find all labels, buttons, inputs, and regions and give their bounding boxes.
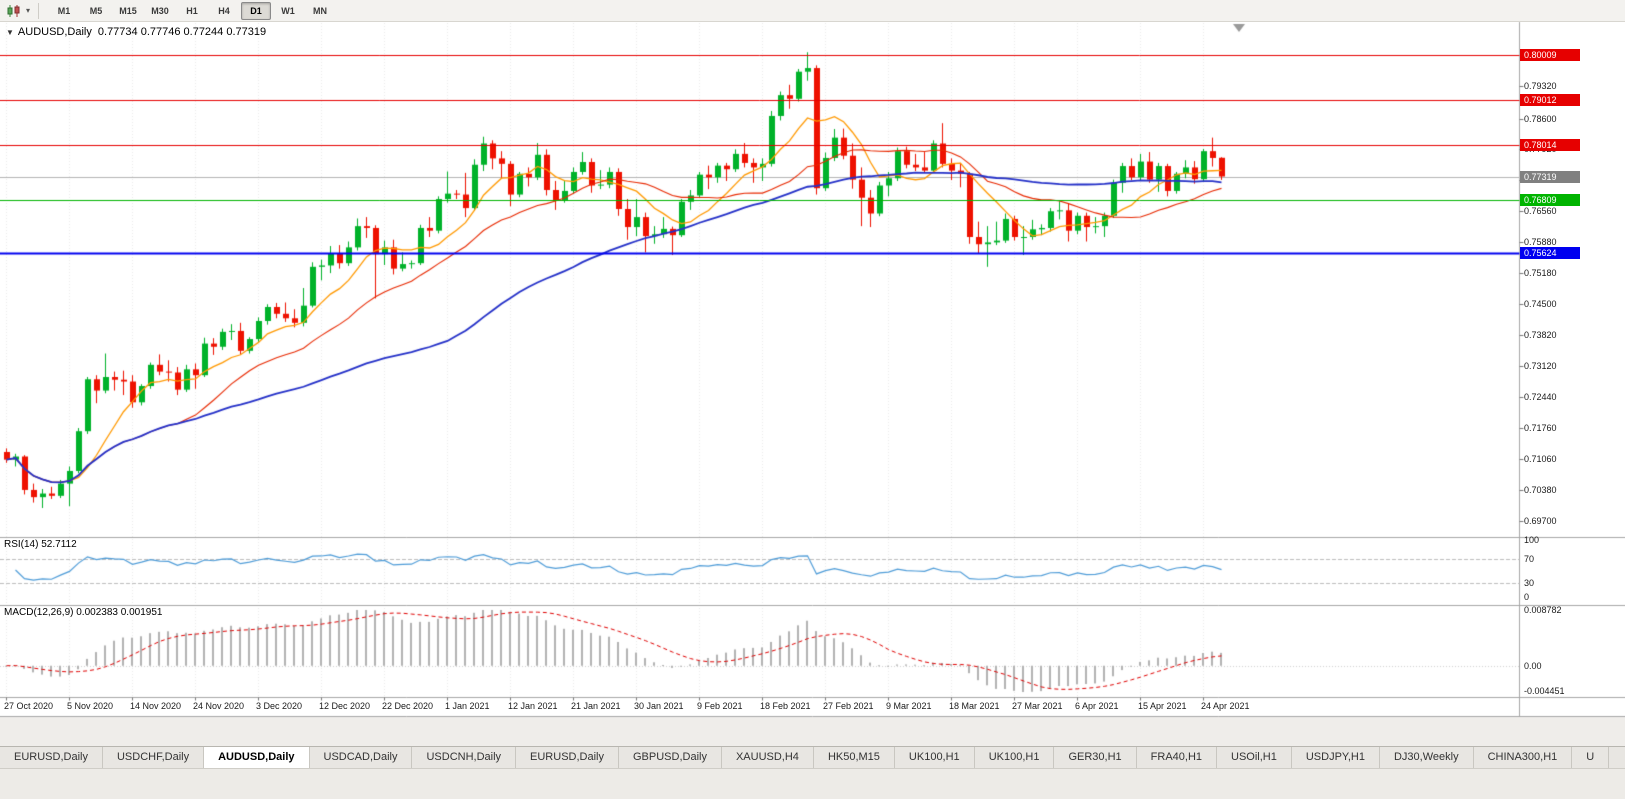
timeframe-button-h1[interactable]: H1	[186, 5, 198, 16]
chart-tab-usdcad-daily[interactable]: USDCAD,Daily	[309, 747, 413, 768]
rsi-title: RSI(14)	[4, 539, 39, 550]
toolbar-separator	[38, 2, 40, 19]
chart-tab-eurusd-daily[interactable]: EURUSD,Daily	[0, 747, 103, 768]
chart-tab-audusd-daily[interactable]: AUDUSD,Daily	[204, 747, 310, 768]
candlestick-chart-icon[interactable]	[4, 2, 23, 20]
chart-tab-china300-h1[interactable]: CHINA300,H1	[1473, 747, 1573, 768]
timeframe-button-mn[interactable]: MN	[313, 5, 328, 16]
price-chart-canvas[interactable]	[0, 0, 1625, 746]
rsi-panel-label: RSI(14) 52.7112	[4, 539, 77, 550]
chart-ohlc-values: 0.77734 0.77746 0.77244 0.77319	[97, 26, 267, 38]
chart-tab-eurusd-daily[interactable]: EURUSD,Daily	[516, 747, 619, 768]
chart-tab-usdjpy-h1[interactable]: USDJPY,H1	[1291, 747, 1380, 768]
timeframe-button-m15[interactable]: M15	[119, 5, 137, 16]
chart-type-group: ▾	[0, 2, 33, 20]
chart-tab-ger30-h1[interactable]: GER30,H1	[1054, 747, 1137, 768]
rsi-value: 52.7112	[41, 539, 77, 550]
timeframe-buttons: M1 M5 M15 M30 H1 H4 D1 W1 MN	[44, 1, 336, 20]
macd-values: 0.002383 0.001951	[76, 607, 163, 618]
chart-tab-gbpusd-daily[interactable]: GBPUSD,Daily	[619, 747, 722, 768]
timeframe-button-w1[interactable]: W1	[281, 5, 295, 16]
chart-title: ▼ AUDUSD,Daily 0.77734 0.77746 0.77244 0.7…	[6, 26, 266, 38]
chart-tab-dj30-weekly[interactable]: DJ30,Weekly	[1379, 747, 1474, 768]
chart-tab-xauusd-h4[interactable]: XAUUSD,H4	[721, 747, 814, 768]
timeframe-button-m30[interactable]: M30	[151, 5, 169, 16]
toolbar: ▾ M1 M5 M15 M30 H1 H4 D1 W1 MN	[0, 0, 1625, 22]
chart-tab-fra40-h1[interactable]: FRA40,H1	[1136, 747, 1218, 768]
chart-symbol-period: AUDUSD,Daily	[17, 26, 92, 38]
chart-tab-usoil-h1[interactable]: USOil,H1	[1217, 747, 1292, 768]
chart-tab-usdchf-daily[interactable]: USDCHF,Daily	[102, 747, 205, 768]
chart-tab-u[interactable]: U	[1572, 747, 1610, 768]
collapse-arrow-icon[interactable]: ▼	[6, 28, 14, 37]
timeframe-button-m1[interactable]: M1	[57, 5, 71, 16]
chart-type-dropdown-icon[interactable]: ▾	[26, 6, 31, 15]
chart-tab-hk50-m15[interactable]: HK50,M15	[813, 747, 895, 768]
chart-tab-bar: EURUSD,Daily USDCHF,Daily AUDUSD,Daily USDC…	[0, 746, 1625, 768]
status-bar	[0, 768, 1625, 799]
macd-title: MACD(12,26,9)	[4, 607, 74, 618]
timeframe-button-h4[interactable]: H4	[218, 5, 230, 16]
chart-tab-usdcnh-daily[interactable]: USDCNH,Daily	[412, 747, 517, 768]
timeframe-button-d1[interactable]: D1	[241, 1, 272, 20]
chart-tab-uk100-h1[interactable]: UK100,H1	[894, 747, 975, 768]
macd-panel-label: MACD(12,26,9) 0.002383 0.001951	[4, 607, 162, 618]
timeframe-button-m5[interactable]: M5	[89, 5, 103, 16]
chart-tab-uk100-h1[interactable]: UK100,H1	[974, 747, 1055, 768]
